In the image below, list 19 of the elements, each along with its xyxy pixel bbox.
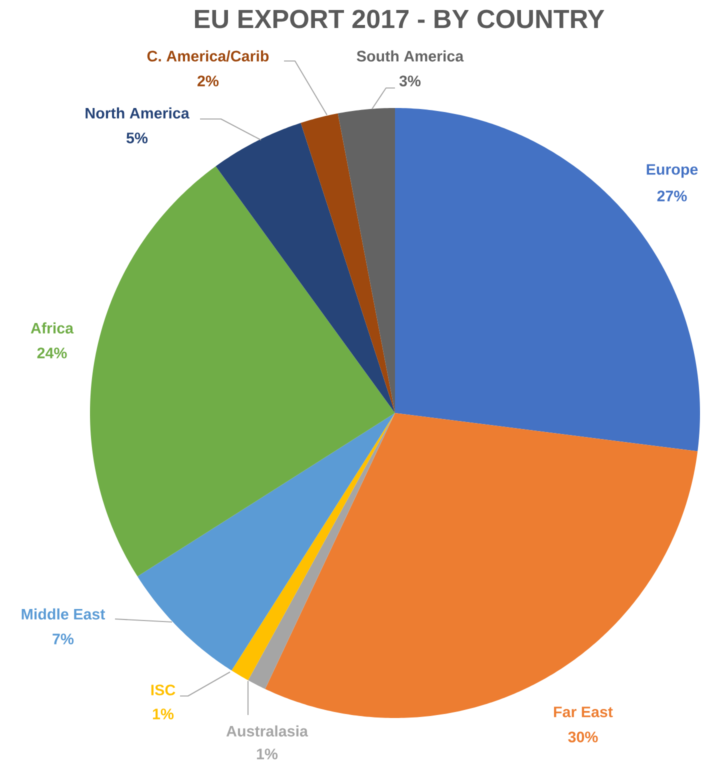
- slice-label: South America: [356, 50, 464, 62]
- data-label: 30%: [568, 732, 598, 742]
- slice-label: Europe: [646, 164, 698, 178]
- data-label: 24%: [37, 348, 67, 358]
- slice-label: Far East: [554, 706, 613, 718]
- slice-label: ISC: [151, 684, 176, 696]
- data-label: 1%: [152, 708, 174, 720]
- data-label: 2%: [198, 76, 219, 86]
- slice-label: Australasia: [226, 725, 308, 737]
- slice-label: Africa: [30, 322, 74, 334]
- data-label: 1%: [256, 748, 278, 760]
- slice-label: North America: [86, 107, 190, 119]
- data-label: 7%: [52, 634, 74, 644]
- chart-title: EU EXPORT 2017 - BY COUNTRY: [195, 10, 604, 28]
- slice-label: C. America/Carib: [147, 50, 269, 62]
- data-label: 27%: [657, 190, 687, 202]
- data-label: 5%: [126, 132, 148, 144]
- slice-label: Middle East: [22, 608, 106, 620]
- data-label: 3%: [399, 76, 421, 86]
